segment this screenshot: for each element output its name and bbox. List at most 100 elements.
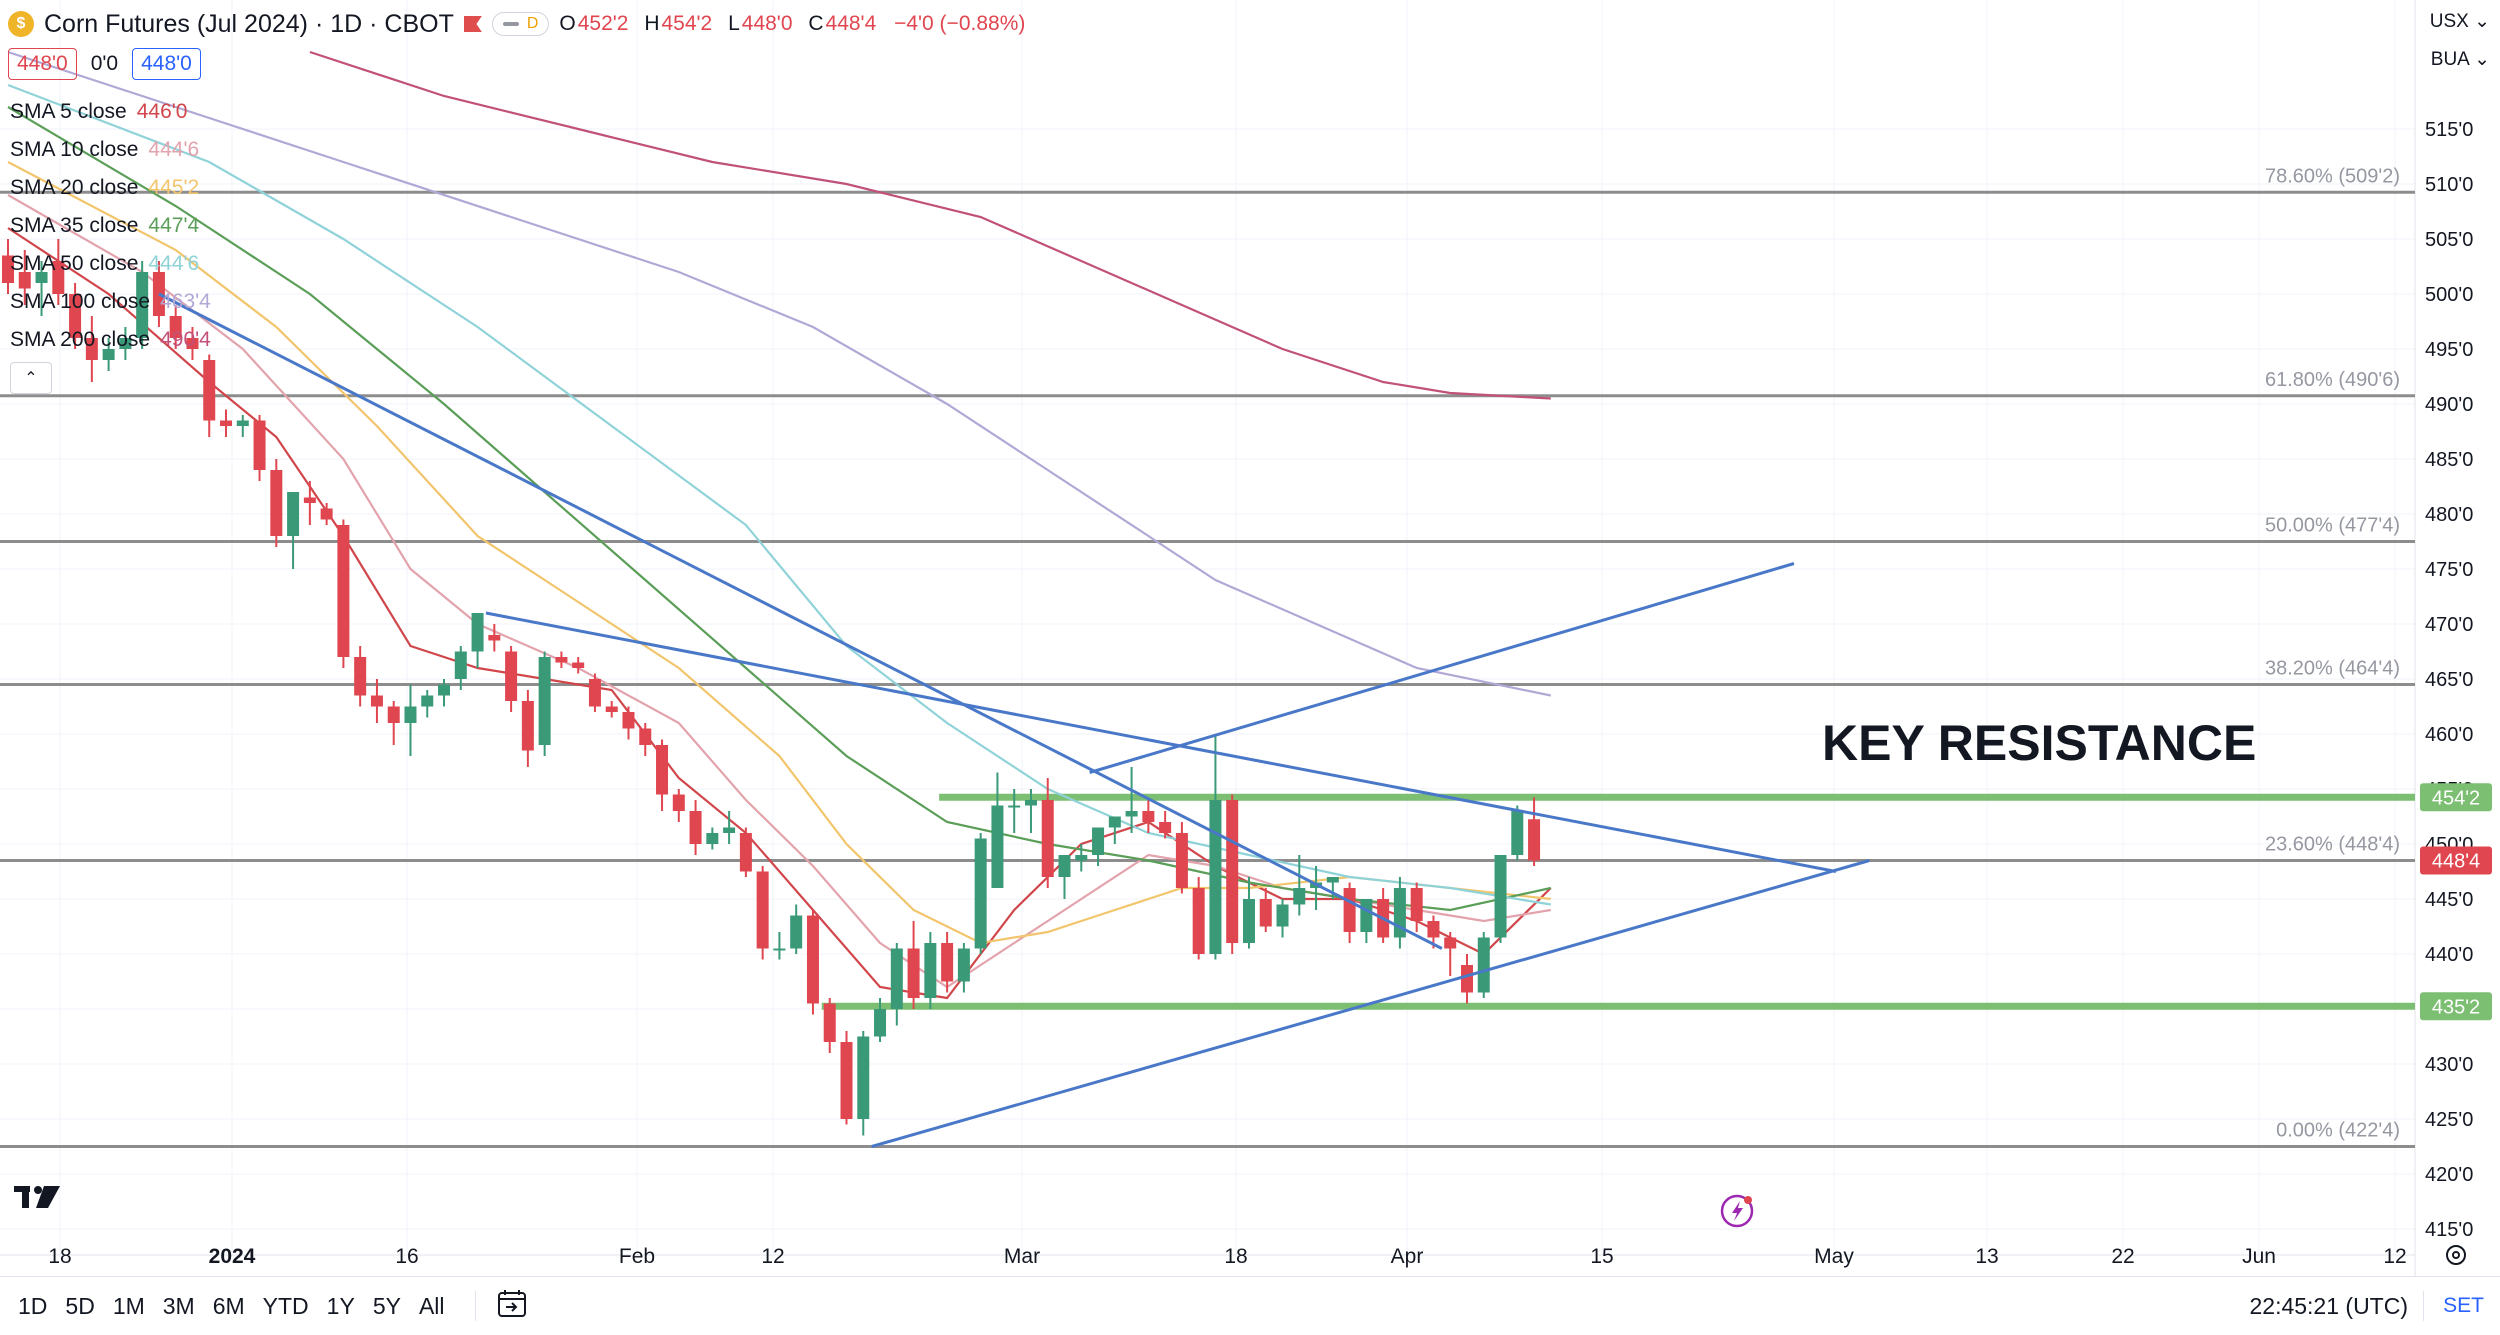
buy-price-box[interactable]: 448'0 — [132, 48, 201, 80]
candle — [220, 409, 233, 437]
candle-body-down — [488, 635, 501, 641]
candle — [52, 239, 65, 305]
timeframe-button[interactable]: 3M — [162, 1292, 195, 1319]
price-axis[interactable]: 515'0 510'0 505'0 500'0 495'0 490'0 485'0 480'0… — [2420, 119, 2492, 1241]
candles — [2, 239, 1541, 1136]
price-tag[interactable]: 448'4 — [2420, 846, 2492, 875]
candle-body-up — [1092, 827, 1105, 855]
legend-row[interactable]: SMA 10 close 444'6 — [10, 133, 199, 167]
chart-header: $ Corn Futures (Jul 2024) · 1D · CBOT D … — [8, 4, 1035, 44]
candle — [957, 943, 970, 993]
price-tag[interactable]: 454'2 — [2420, 783, 2492, 812]
candle-body-down — [689, 811, 702, 844]
gear-icon[interactable] — [2446, 1245, 2466, 1265]
candle — [656, 739, 669, 811]
timeframe-button[interactable]: 5D — [65, 1292, 95, 1319]
timeframe-button[interactable]: All — [418, 1292, 445, 1319]
candle-body-up — [1511, 811, 1524, 855]
candle — [354, 646, 367, 707]
fib-levels[interactable]: 78.60% (509'2) 61.80% (490'6) 50.00% (477'… — [0, 165, 2415, 1148]
timeframe-button[interactable]: 5Y — [372, 1292, 401, 1319]
legend-indicator-value: 444'6 — [148, 138, 200, 161]
candle-body-down — [739, 833, 752, 872]
candle-body-up — [991, 805, 1004, 888]
candle — [1460, 954, 1473, 1004]
legend-indicator-value: 444'6 — [148, 252, 200, 275]
sma-line-sma-35 — [7, 106, 1552, 912]
legend-row[interactable]: SMA 5 close 446'0 — [10, 95, 187, 129]
utc-clock[interactable]: 22:45:21 (UTC) — [2249, 1292, 2408, 1319]
time-axis[interactable]: 18 2024 16 Feb 12 Mar 18 Apr 15 May 13 22 Jun 12 — [48, 1245, 2406, 1268]
legend-row[interactable]: SMA 50 close 444'6 — [10, 247, 199, 281]
settings-button[interactable]: SET — [2443, 1294, 2484, 1317]
candle — [790, 904, 803, 954]
date-range-icon[interactable] — [496, 1288, 530, 1325]
candle-body-up — [471, 613, 484, 652]
candle — [370, 679, 383, 723]
price-tick-label: 440'0 — [2425, 944, 2473, 966]
legend-row[interactable]: SMA 200 close 490'4 — [10, 323, 211, 357]
candle — [555, 651, 568, 668]
trendline — [1089, 562, 1795, 774]
legend-row[interactable]: SMA 35 close 447'4 — [10, 209, 199, 243]
collapse-legend-button[interactable]: ⌃ — [10, 362, 52, 394]
price-tag-bg — [2420, 992, 2492, 1021]
bottom-toolbar: 1D 5D 1M 3M 6M YTD 1Y 5Y All 22:45:21 (UTC) SET — [0, 1276, 2500, 1335]
candle-body-down — [639, 728, 652, 745]
candle-body-down — [2, 255, 14, 283]
ohlc-change: −4'0 (−0.88%) — [894, 12, 1026, 35]
legend-row[interactable]: SMA 20 close 445'2 — [10, 171, 199, 205]
candle — [806, 910, 819, 1015]
timeframe-button[interactable]: 1D — [18, 1292, 48, 1319]
timeframe-button[interactable]: 1M — [112, 1292, 145, 1319]
key-resistance-annotation[interactable]: KEY RESISTANCE — [1822, 715, 2256, 771]
legend-indicator-value: 446'0 — [136, 100, 188, 123]
market-status-pill[interactable]: D — [491, 12, 550, 36]
symbol-logo-icon: $ — [8, 11, 34, 37]
currency-select[interactable]: USX ⌄ — [2430, 10, 2490, 33]
time-tick-label: Apr — [1391, 1245, 1424, 1268]
candle-body-down — [1192, 888, 1205, 954]
timeframe-button[interactable]: 6M — [212, 1292, 245, 1319]
flag-icon[interactable] — [463, 16, 482, 32]
candle-body-up — [119, 338, 132, 349]
candle — [471, 613, 484, 668]
candle — [874, 998, 887, 1042]
tradingview-logo[interactable] — [14, 1182, 64, 1221]
tradingview-logo-icon — [14, 1186, 60, 1208]
legend-row[interactable]: SMA 100 close 463'4 — [10, 285, 211, 319]
symbol-title[interactable]: Corn Futures (Jul 2024) · 1D · CBOT — [44, 9, 454, 38]
candle — [2, 239, 14, 294]
ohlc-open: 452'2 — [577, 12, 629, 35]
sell-price-box[interactable]: 448'0 — [8, 48, 77, 80]
divider — [2423, 1291, 2424, 1321]
candle-body-up — [287, 492, 300, 536]
fib-label: 61.80% (490'6) — [2265, 369, 2400, 391]
timeframe-button[interactable]: 1Y — [326, 1292, 355, 1319]
ohlc-high-key: H — [644, 12, 660, 35]
candle-body-up — [404, 706, 417, 723]
candle-body-up — [1276, 904, 1289, 927]
candle — [1175, 822, 1188, 894]
candle-body-up — [773, 948, 786, 951]
price-tick-label: 415'0 — [2425, 1219, 2473, 1241]
chevron-down-icon: ⌄ — [2474, 11, 2490, 32]
time-tick-label: Jun — [2242, 1245, 2276, 1268]
candle — [1259, 888, 1272, 932]
candle — [1108, 816, 1121, 844]
candle-body-down — [1226, 800, 1239, 943]
candle-body-up — [974, 838, 987, 949]
trendlines[interactable] — [158, 292, 1870, 1148]
support-resistance-lines[interactable] — [821, 793, 2415, 1010]
unit-select[interactable]: BUA ⌄ — [2431, 48, 2490, 71]
candle — [890, 943, 903, 1026]
price-tag[interactable]: 435'2 — [2420, 992, 2492, 1021]
trendline — [485, 611, 1837, 873]
price-tick-label: 490'0 — [2425, 394, 2473, 416]
candle-body-up — [538, 657, 551, 745]
events-icon[interactable] — [1720, 1194, 1754, 1228]
candle-body-up — [102, 349, 115, 360]
timeframe-button[interactable]: YTD — [262, 1292, 309, 1319]
candle — [1360, 899, 1373, 943]
